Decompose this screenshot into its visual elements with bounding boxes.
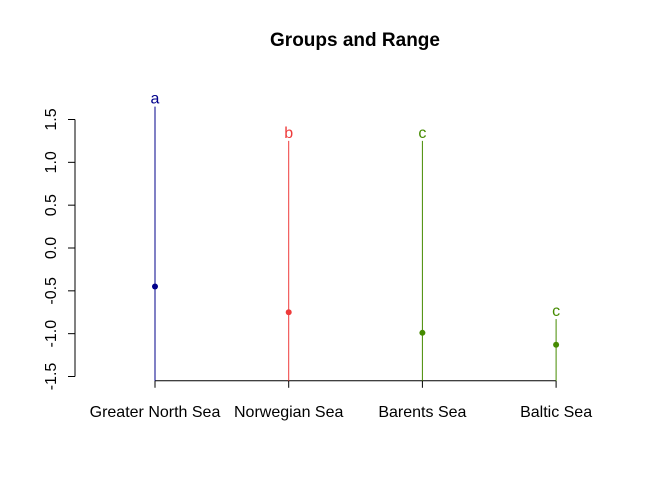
y-axis: -1.5 -1.0 -0.5 0.0 0.5 1.0 1.5 <box>43 108 76 391</box>
y-tick-label: 1.0 <box>43 151 60 173</box>
y-tick-label: 0.0 <box>43 237 60 259</box>
x-axis: Greater North Sea Norwegian Sea Barents Se… <box>90 380 592 421</box>
x-tick-label: Greater North Sea <box>90 404 221 421</box>
y-tick-label: 0.5 <box>43 194 60 216</box>
data-point <box>419 329 426 336</box>
x-tick-label: Baltic Sea <box>520 404 592 421</box>
y-tick-label: -0.5 <box>43 277 60 305</box>
chart-title: Groups and Range <box>270 30 440 51</box>
y-tick-label: -1.0 <box>43 320 60 348</box>
y-tick-label: -1.5 <box>43 363 60 391</box>
group-letter: c <box>418 125 426 142</box>
group-letter: c <box>552 303 560 320</box>
group-letter: a <box>151 91 160 108</box>
y-tick-label: 1.5 <box>43 108 60 130</box>
data-point <box>285 309 292 316</box>
x-tick-label: Barents Sea <box>378 404 466 421</box>
x-tick-label: Norwegian Sea <box>234 404 344 421</box>
chart-marks: a b c c <box>151 91 560 381</box>
data-point <box>553 341 560 348</box>
group-letter: b <box>284 125 293 142</box>
data-point <box>152 283 158 290</box>
